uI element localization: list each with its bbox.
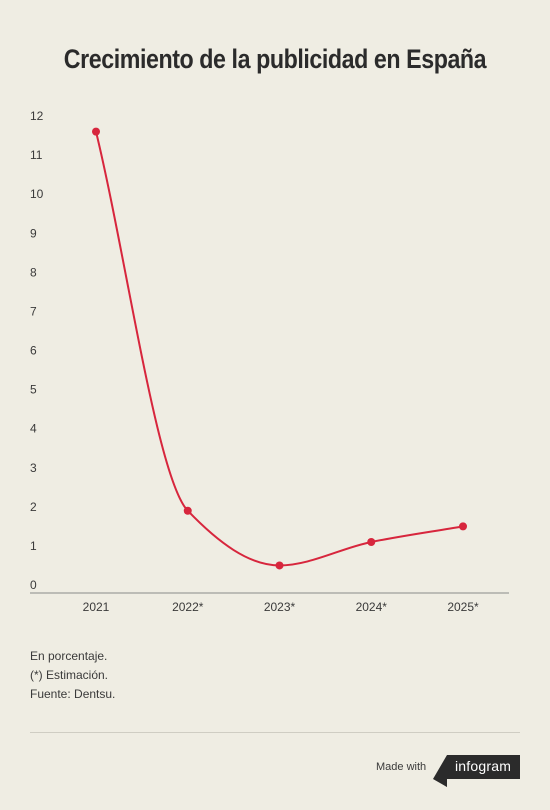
source-note: Fuente: Dentsu. [30,687,116,701]
y-tick-label: 3 [30,461,37,475]
estimate-note: (*) Estimación. [30,668,109,682]
data-points [92,127,467,570]
x-tick-label: 2021 [83,600,110,614]
y-tick-label: 10 [30,187,44,201]
y-tick-label: 0 [30,578,37,592]
infogram-logo-text[interactable]: infogram [455,758,512,774]
chart-notes: En porcentaje. (*) Estimación. Fuente: D… [30,647,115,704]
y-tick-label: 8 [30,265,37,279]
made-with-label: Made with [376,761,427,773]
chart-title: Crecimiento de la publicidad en España [63,44,487,74]
data-point-2023[interactable] [275,561,284,570]
x-tick-label: 2022* [172,600,204,614]
y-tick-label: 9 [30,226,37,240]
footer-divider [30,732,520,733]
x-tick-label: 2023* [264,600,296,614]
x-axis-ticks: 2021 2022* 2023* 2024* 2025* [83,600,479,614]
infogram-badge[interactable] [433,755,520,787]
series-line [95,131,464,567]
y-tick-label: 12 [30,109,44,123]
y-tick-label: 1 [30,539,37,553]
data-point-2025[interactable] [459,522,467,531]
x-tick-label: 2025* [447,600,479,614]
y-tick-label: 7 [30,304,37,318]
data-point-2021[interactable] [92,127,100,136]
data-point-2022[interactable] [183,506,192,515]
y-tick-label: 2 [30,500,37,514]
y-tick-label: 11 [30,148,43,162]
x-tick-label: 2024* [356,600,388,614]
data-point-2024[interactable] [367,538,376,547]
unit-note: En porcentaje. [30,649,108,663]
y-tick-label: 5 [30,383,37,397]
y-tick-label: 6 [30,344,37,358]
y-tick-label: 4 [30,422,37,436]
